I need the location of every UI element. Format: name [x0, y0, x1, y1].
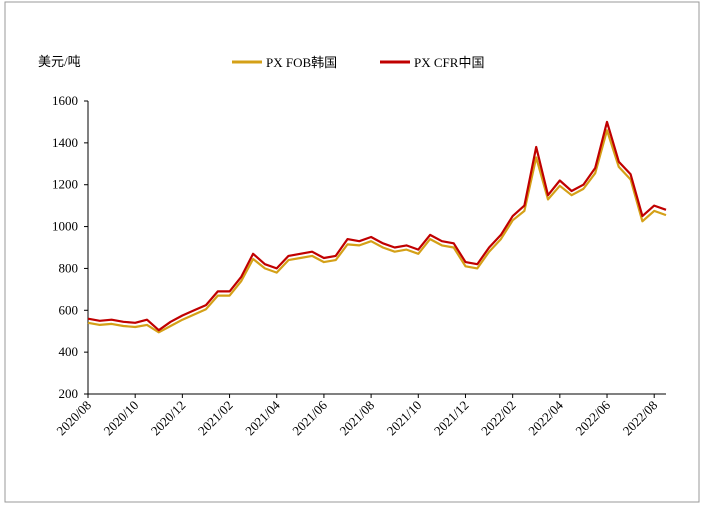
y-tick-label: 1000 [52, 219, 78, 234]
x-tick-label: 2021/04 [242, 397, 283, 438]
y-tick-label: 1600 [52, 93, 78, 108]
x-tick-label: 2021/12 [431, 398, 472, 439]
y-tick-label: 1200 [52, 177, 78, 192]
y-tick-label: 600 [59, 302, 79, 317]
series-line [87, 129, 667, 334]
x-tick-label: 2022/08 [620, 398, 661, 439]
x-tick-label: 2022/02 [478, 398, 519, 439]
legend-label: PX CFR中国 [414, 55, 484, 70]
x-tick-label: 2022/06 [572, 397, 613, 438]
x-tick-label: 2020/12 [148, 398, 189, 439]
x-tick-label: 2021/02 [195, 398, 236, 439]
x-tick-label: 2021/06 [289, 397, 330, 438]
y-tick-label: 400 [59, 344, 79, 359]
x-tick-label: 2021/08 [336, 398, 377, 439]
y-tick-label: 200 [59, 386, 79, 401]
x-tick-label: 2021/10 [384, 398, 425, 439]
x-tick-label: 2022/04 [525, 397, 566, 438]
y-tick-label: 1400 [52, 135, 78, 150]
x-tick-label: 2020/10 [101, 398, 142, 439]
series-line [87, 120, 667, 332]
y-axis-label: 美元/吨 [38, 54, 81, 69]
legend-label: PX FOB韩国 [266, 55, 337, 70]
y-tick-label: 800 [59, 260, 79, 275]
frame [4, 1, 700, 503]
x-tick-label: 2020/08 [53, 398, 94, 439]
